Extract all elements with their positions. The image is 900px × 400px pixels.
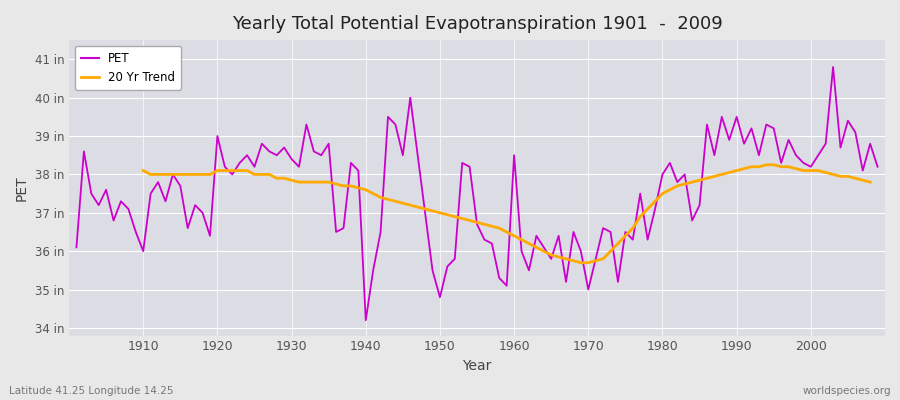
X-axis label: Year: Year (463, 359, 491, 373)
Text: Latitude 41.25 Longitude 14.25: Latitude 41.25 Longitude 14.25 (9, 386, 174, 396)
Legend: PET, 20 Yr Trend: PET, 20 Yr Trend (75, 46, 181, 90)
Title: Yearly Total Potential Evapotranspiration 1901  -  2009: Yearly Total Potential Evapotranspiratio… (231, 15, 723, 33)
Text: worldspecies.org: worldspecies.org (803, 386, 891, 396)
Y-axis label: PET: PET (15, 175, 29, 201)
